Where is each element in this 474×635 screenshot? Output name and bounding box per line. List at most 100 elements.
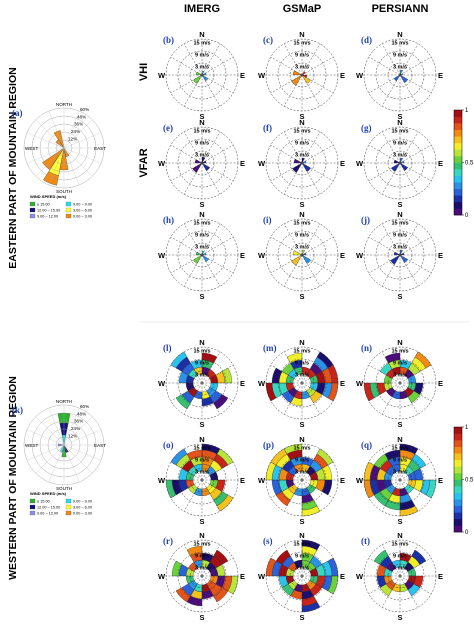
colorbar-swatch (454, 466, 462, 474)
windrose-ring-label-k: 60% (80, 404, 89, 409)
windrose-spoke-a (26, 147, 65, 164)
polar-spoke-s (301, 575, 334, 595)
polar-panel-f: N S E W 3 m/s 9 m/s 15 m/s (f) (258, 118, 345, 209)
direction-label-s: S (397, 292, 402, 301)
polar-spoke-m (283, 382, 303, 415)
panel-label-r: (r) (163, 536, 173, 546)
polar-spoke-o (183, 448, 203, 481)
windrose-dir-west: WEST (25, 443, 38, 448)
windrose-spoke-a (63, 147, 93, 177)
polar-spoke-q (399, 479, 432, 499)
colorbar-swatch (454, 195, 462, 203)
ring-label-m: 9 m/s (295, 361, 309, 367)
colorbar-swatch (454, 116, 462, 124)
colorbar-swatch (454, 149, 462, 157)
direction-label-w: W (356, 476, 364, 485)
windrose-legend-swatch (65, 207, 72, 213)
polar-spoke-p (301, 479, 334, 499)
windrose-ring-label-k: 48% (77, 411, 86, 416)
polar-spoke-o (201, 479, 221, 512)
windrose-spoke-k (26, 429, 65, 446)
polar-spoke-e (201, 162, 221, 195)
panel-label-f: (f) (263, 123, 272, 133)
polar-spoke-j (399, 223, 419, 256)
ring-label-m: 3 m/s (295, 373, 309, 379)
windrose-spoke-a (63, 147, 80, 186)
ring-label-d: 15 m/s (391, 41, 408, 47)
direction-label-w: W (258, 379, 266, 388)
direction-label-s: S (397, 112, 402, 121)
windrose-spoke-a (63, 110, 80, 149)
direction-label-s: S (299, 613, 304, 622)
polar-spoke-r (170, 575, 203, 595)
ring-label-o: 9 m/s (195, 458, 209, 464)
ring-label-g: 9 m/s (393, 141, 407, 147)
ring-label-b: 3 m/s (195, 65, 209, 71)
polar-spoke-s (301, 544, 321, 577)
polar-sector-l (213, 394, 229, 410)
direction-label-s: S (397, 613, 402, 622)
windrose-legend-swatch (29, 207, 36, 213)
direction-label-n: N (397, 210, 402, 219)
polar-sector-r (175, 587, 191, 603)
polar-spoke-i (270, 236, 303, 256)
polar-spoke-r (183, 544, 203, 577)
polar-spoke-n (399, 382, 419, 415)
polar-sector-l (201, 352, 218, 364)
polar-sector-b (193, 74, 203, 84)
ring-label-p: 3 m/s (295, 470, 309, 476)
windrose-legend-label: 12.00 – 15.00 (37, 506, 60, 510)
polar-spoke-m (301, 382, 334, 402)
polar-spoke-b (183, 43, 203, 76)
windrose-spoke-k (26, 444, 65, 461)
windrose-ring-label-a: 48% (77, 114, 86, 119)
direction-label-n: N (199, 30, 204, 39)
polar-sector-c (291, 74, 303, 86)
polar-spoke-i (283, 254, 303, 287)
ring-label-d: 3 m/s (393, 65, 407, 71)
polar-spoke-c (270, 56, 303, 76)
polar-ring-m (277, 358, 327, 408)
polar-spoke-j (399, 254, 432, 274)
direction-label-n: N (397, 435, 402, 444)
panel-label-a: (a) (12, 108, 23, 118)
polar-spoke-r (183, 575, 203, 608)
windrose-spoke-k (35, 444, 65, 474)
windrose-ring-label-k: 24% (71, 426, 80, 431)
column-header-imerg: IMERG (184, 3, 220, 15)
polar-sector-d (393, 74, 401, 82)
polar-spoke-i (301, 254, 321, 287)
direction-label-n: N (199, 210, 204, 219)
windrose-spoke-k (63, 416, 93, 446)
polar-sector-s (301, 539, 321, 551)
polar-sector-q (411, 453, 427, 469)
panel-label-q: (q) (361, 440, 372, 450)
windrose-legend-label: ≥ 15.00 (37, 500, 50, 504)
direction-label-s: S (299, 292, 304, 301)
direction-label-w: W (258, 572, 266, 581)
direction-label-w: W (258, 71, 266, 80)
direction-label-e: E (240, 159, 245, 168)
polar-spoke-b (183, 74, 203, 107)
polar-spoke-d (381, 43, 401, 76)
ring-label-n: 15 m/s (391, 349, 408, 355)
polar-spoke-g (399, 131, 419, 164)
direction-label-w: W (158, 159, 166, 168)
polar-sector-i (291, 254, 303, 266)
colorbar-tick-label: 1 (465, 425, 469, 431)
windrose-legend-swatch (29, 213, 36, 219)
polar-spoke-r (170, 557, 203, 577)
polar-spoke-d (399, 74, 432, 94)
panel-label-d: (d) (361, 35, 372, 45)
colorbar-swatch (454, 155, 462, 163)
ring-label-r: 9 m/s (195, 554, 209, 560)
windrose-legend-swatch (29, 498, 36, 504)
colorbar-swatch (454, 142, 462, 150)
polar-panel-m: N S E W 3 m/s 9 m/s 15 m/s (m) (258, 338, 345, 429)
polar-spoke-t (368, 557, 401, 577)
colorbar-swatch (454, 459, 462, 467)
colorbar-tick-label: 1 (465, 108, 469, 114)
polar-sector-m (271, 367, 283, 384)
polar-spoke-h (170, 236, 203, 256)
windrose-spoke-a (63, 147, 102, 164)
